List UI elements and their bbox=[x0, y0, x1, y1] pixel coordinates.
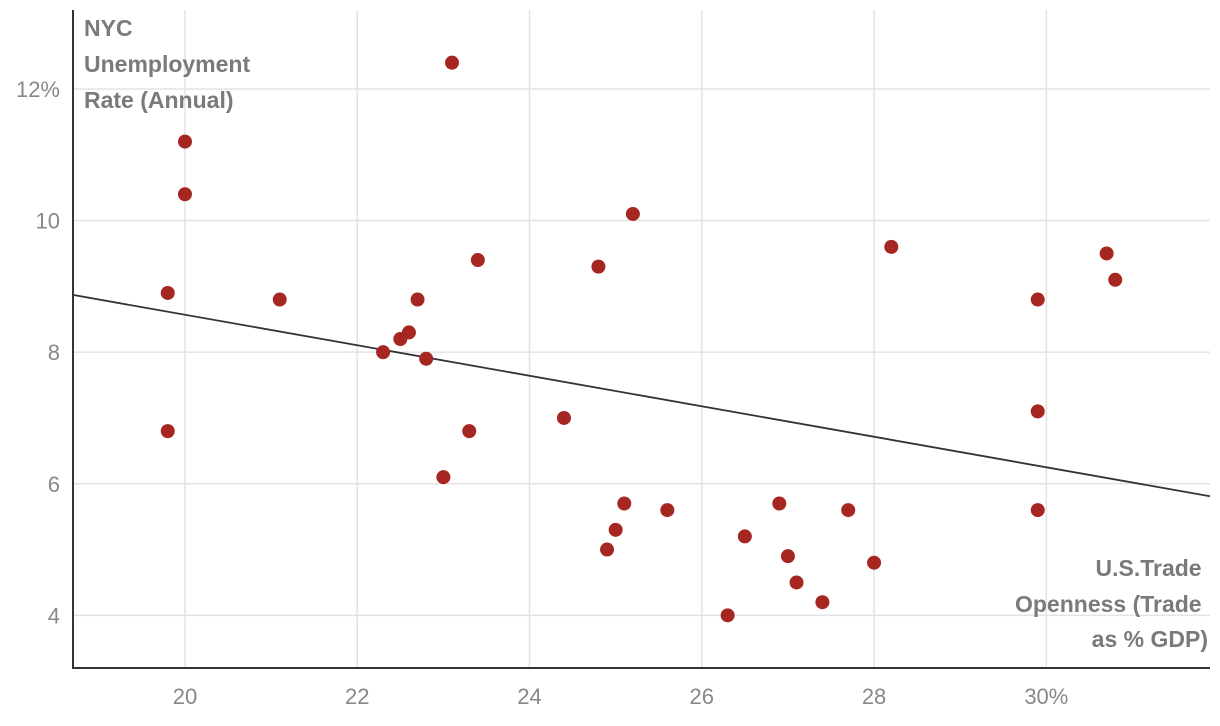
y-tick-label: 8 bbox=[48, 340, 60, 365]
data-point bbox=[177, 187, 192, 202]
data-point bbox=[160, 424, 175, 439]
y-axis-title-line: NYC bbox=[84, 15, 133, 41]
x-tick-label: 30% bbox=[1024, 684, 1068, 709]
tick-labels: 20 22 24 26 28 30% 4 6 8 10 12% bbox=[16, 77, 1068, 709]
x-axis-title-line: Openness (Trade bbox=[1015, 591, 1202, 617]
data-point bbox=[737, 529, 752, 544]
x-tick-label: 24 bbox=[517, 684, 541, 709]
grid bbox=[73, 10, 1210, 668]
x-axis-title: U.S.Trade Openness (Trade as % GDP) bbox=[1015, 555, 1208, 652]
data-point bbox=[436, 470, 451, 485]
data-point bbox=[789, 575, 804, 590]
data-point bbox=[1108, 272, 1123, 287]
data-point bbox=[393, 332, 408, 346]
data-point bbox=[1030, 292, 1045, 307]
data-point bbox=[720, 608, 735, 623]
x-tick-label: 22 bbox=[345, 684, 369, 709]
data-point bbox=[462, 424, 477, 439]
data-point bbox=[376, 345, 391, 360]
data-point bbox=[660, 503, 675, 518]
y-axis-title-line: Unemployment bbox=[84, 51, 250, 77]
x-tick-label: 26 bbox=[690, 684, 714, 709]
x-axis-title-line: U.S.Trade bbox=[1096, 555, 1202, 581]
data-point bbox=[867, 555, 882, 570]
data-point bbox=[160, 285, 175, 300]
axes bbox=[72, 10, 1210, 669]
data-point bbox=[772, 496, 787, 511]
data-point bbox=[884, 239, 899, 254]
data-point bbox=[625, 206, 640, 221]
data-point bbox=[608, 522, 623, 537]
data-point bbox=[1030, 503, 1045, 518]
data-point bbox=[410, 292, 425, 307]
x-axis-title-line: as % GDP) bbox=[1092, 626, 1208, 652]
data-point bbox=[556, 410, 571, 425]
data-point bbox=[841, 503, 856, 518]
data-point bbox=[177, 134, 192, 149]
data-point bbox=[445, 55, 459, 70]
data-point bbox=[419, 351, 434, 366]
y-axis-title-line: Rate (Annual) bbox=[84, 87, 234, 113]
data-point bbox=[591, 259, 606, 274]
data-point bbox=[600, 542, 615, 557]
trendline bbox=[72, 294, 1211, 498]
data-point bbox=[780, 549, 795, 564]
trendline-group bbox=[72, 294, 1211, 498]
data-point bbox=[617, 496, 632, 511]
x-tick-label: 28 bbox=[862, 684, 886, 709]
data-point bbox=[272, 292, 287, 307]
y-tick-label: 6 bbox=[48, 472, 60, 497]
y-tick-label: 12% bbox=[16, 77, 60, 102]
x-tick-label: 20 bbox=[173, 684, 197, 709]
data-point bbox=[1030, 404, 1045, 419]
data-point bbox=[1099, 246, 1114, 261]
y-axis-title: NYC Unemployment Rate (Annual) bbox=[84, 15, 257, 113]
data-points bbox=[160, 55, 1123, 623]
data-point bbox=[470, 253, 485, 268]
data-point bbox=[815, 595, 830, 610]
y-tick-label: 4 bbox=[48, 603, 60, 628]
y-tick-label: 10 bbox=[36, 209, 60, 234]
